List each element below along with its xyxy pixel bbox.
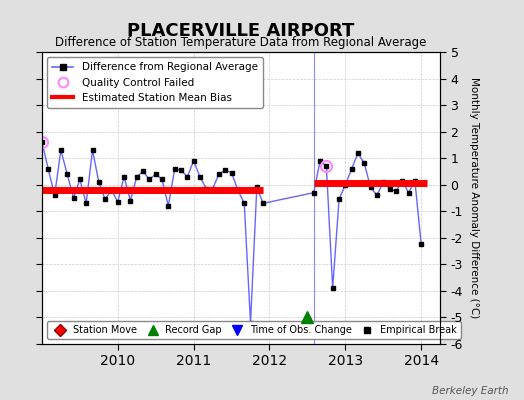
Text: Difference of Station Temperature Data from Regional Average: Difference of Station Temperature Data f… bbox=[56, 36, 427, 49]
Legend: Station Move, Record Gap, Time of Obs. Change, Empirical Break: Station Move, Record Gap, Time of Obs. C… bbox=[47, 321, 461, 339]
Text: PLACERVILLE AIRPORT: PLACERVILLE AIRPORT bbox=[127, 22, 355, 40]
Text: Berkeley Earth: Berkeley Earth bbox=[432, 386, 508, 396]
Y-axis label: Monthly Temperature Anomaly Difference (°C): Monthly Temperature Anomaly Difference (… bbox=[468, 77, 478, 319]
